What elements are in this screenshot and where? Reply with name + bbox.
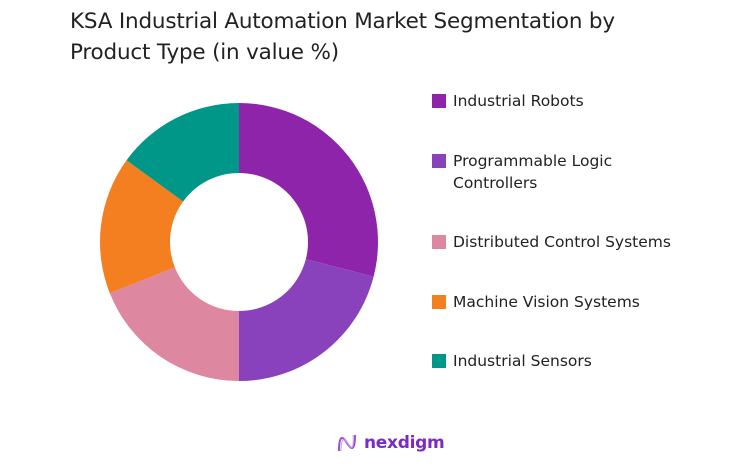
legend-label: Programmable Logic Controllers (453, 152, 613, 192)
legend-item-dcs: Distributed Control Systems (432, 231, 732, 253)
slice-industrial-robots (239, 103, 378, 277)
slice-machine-vision-systems (100, 160, 184, 294)
legend-item-plc: Programmable Logic Controllers (432, 150, 652, 194)
chart-title: KSA Industrial Automation Market Segment… (70, 9, 615, 65)
nexdigm-logo: nexdigm (336, 432, 445, 454)
legend-swatch-icon (432, 235, 446, 249)
legend-label: Machine Vision Systems (453, 293, 640, 311)
legend-swatch-icon (432, 154, 446, 168)
legend-item-industrial-sensors: Industrial Sensors (432, 350, 732, 372)
slice-programmable-logic-controllers (239, 259, 374, 381)
legend-label: Distributed Control Systems (453, 233, 671, 251)
legend-swatch-icon (432, 94, 446, 108)
slice-industrial-sensors (126, 103, 239, 202)
legend-swatch-icon (432, 295, 446, 309)
slice-distributed-control-systems (109, 267, 239, 381)
logo-text: nexdigm (364, 433, 445, 453)
legend-swatch-icon (432, 354, 446, 368)
nexdigm-wave-icon (338, 434, 356, 452)
legend-item-machine-vision: Machine Vision Systems (432, 291, 732, 313)
legend-item-industrial-robots: Industrial Robots (432, 90, 732, 112)
legend-label: Industrial Sensors (453, 352, 592, 370)
legend-label: Industrial Robots (453, 92, 584, 110)
